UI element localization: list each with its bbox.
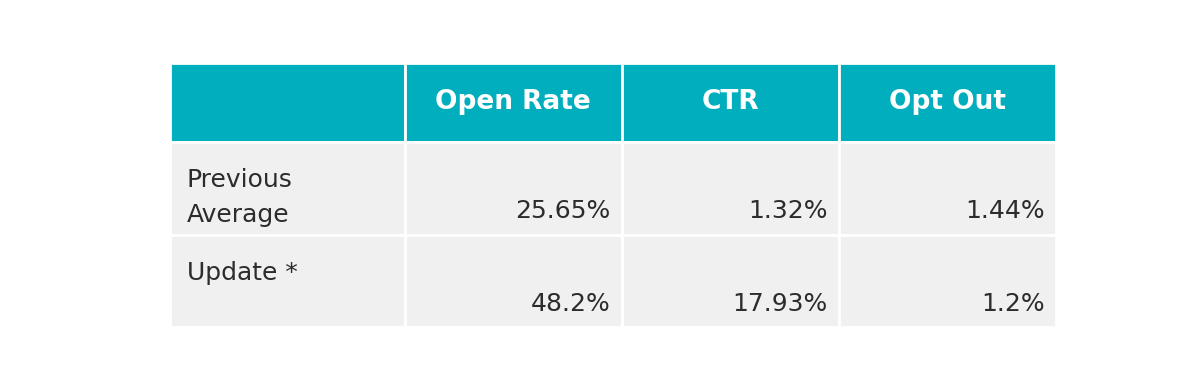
Bar xyxy=(170,63,404,142)
Bar xyxy=(170,235,404,327)
Text: 25.65%: 25.65% xyxy=(515,200,611,223)
Text: 1.2%: 1.2% xyxy=(981,292,1045,316)
Bar xyxy=(170,142,404,235)
Bar xyxy=(622,235,838,327)
Text: Opt Out: Opt Out xyxy=(889,89,1006,115)
Bar xyxy=(838,235,1056,327)
Bar xyxy=(404,235,622,327)
Text: 1.44%: 1.44% xyxy=(965,200,1045,223)
Bar xyxy=(838,142,1056,235)
Text: CTR: CTR xyxy=(702,89,759,115)
Text: Previous
Average: Previous Average xyxy=(187,168,293,227)
Bar xyxy=(622,142,838,235)
Text: 17.93%: 17.93% xyxy=(732,292,828,316)
Bar xyxy=(838,63,1056,142)
Bar xyxy=(404,63,622,142)
Bar xyxy=(622,63,838,142)
Text: 1.32%: 1.32% xyxy=(749,200,828,223)
Bar xyxy=(404,142,622,235)
Text: Update *: Update * xyxy=(187,261,298,284)
Text: 48.2%: 48.2% xyxy=(531,292,611,316)
Text: Open Rate: Open Rate xyxy=(435,89,591,115)
